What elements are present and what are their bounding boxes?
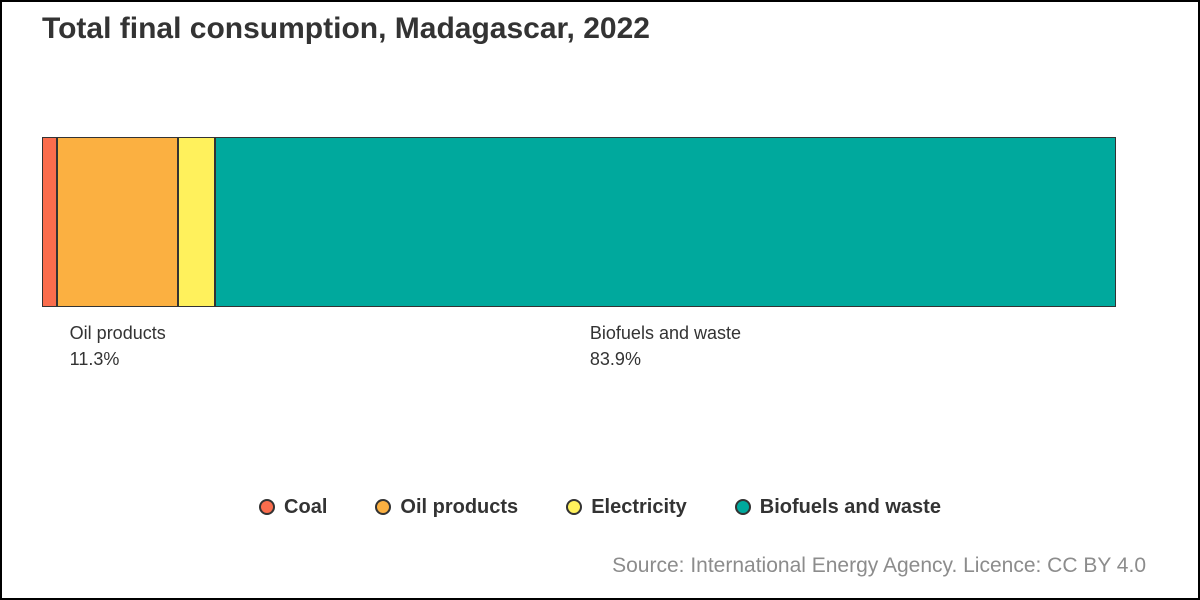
legend-item-electricity[interactable]: Electricity xyxy=(566,496,687,519)
legend-swatch-icon xyxy=(734,499,751,515)
segment-annotation-value: 11.3% xyxy=(69,349,120,369)
bar-segment-coal[interactable] xyxy=(42,137,58,307)
legend-swatch-icon xyxy=(375,499,392,515)
bar-segment-electricity[interactable] xyxy=(178,137,215,307)
segment-annotation-biofuels-and-waste: Biofuels and waste 83.9% xyxy=(590,320,741,372)
source-text: Source: International Energy Agency. Lic… xyxy=(612,554,1146,577)
legend-item-label: Electricity xyxy=(591,495,687,518)
legend-item-biofuels-and-waste[interactable]: Biofuels and waste xyxy=(734,495,941,519)
segment-labels: Oil products 11.3% Biofuels and waste 83.9% xyxy=(42,320,1116,380)
segment-annotation-value: 83.9% xyxy=(589,349,641,369)
legend-item-label: Coal xyxy=(284,495,328,518)
segment-annotation-name: Oil products xyxy=(69,323,166,343)
legend-swatch-icon xyxy=(259,499,276,515)
bar-segment-biofuels-and-waste[interactable] xyxy=(214,137,1116,307)
page-title: Total final consumption, Madagascar, 202… xyxy=(42,12,650,45)
stacked-bar xyxy=(42,137,1116,307)
legend-item-label: Oil products xyxy=(400,495,519,518)
legend-swatch-icon xyxy=(566,499,583,515)
bar-segment-oil-products[interactable] xyxy=(57,137,179,307)
legend-item-label: Biofuels and waste xyxy=(759,495,941,518)
segment-annotation-name: Biofuels and waste xyxy=(589,323,741,343)
segment-annotation-oil-products: Oil products 11.3% xyxy=(70,320,166,372)
legend-item-coal[interactable]: Coal xyxy=(259,496,327,519)
legend: Coal Oil products Electricity Biofuels and … xyxy=(2,490,1198,524)
legend-item-oil-products[interactable]: Oil products xyxy=(375,496,518,519)
